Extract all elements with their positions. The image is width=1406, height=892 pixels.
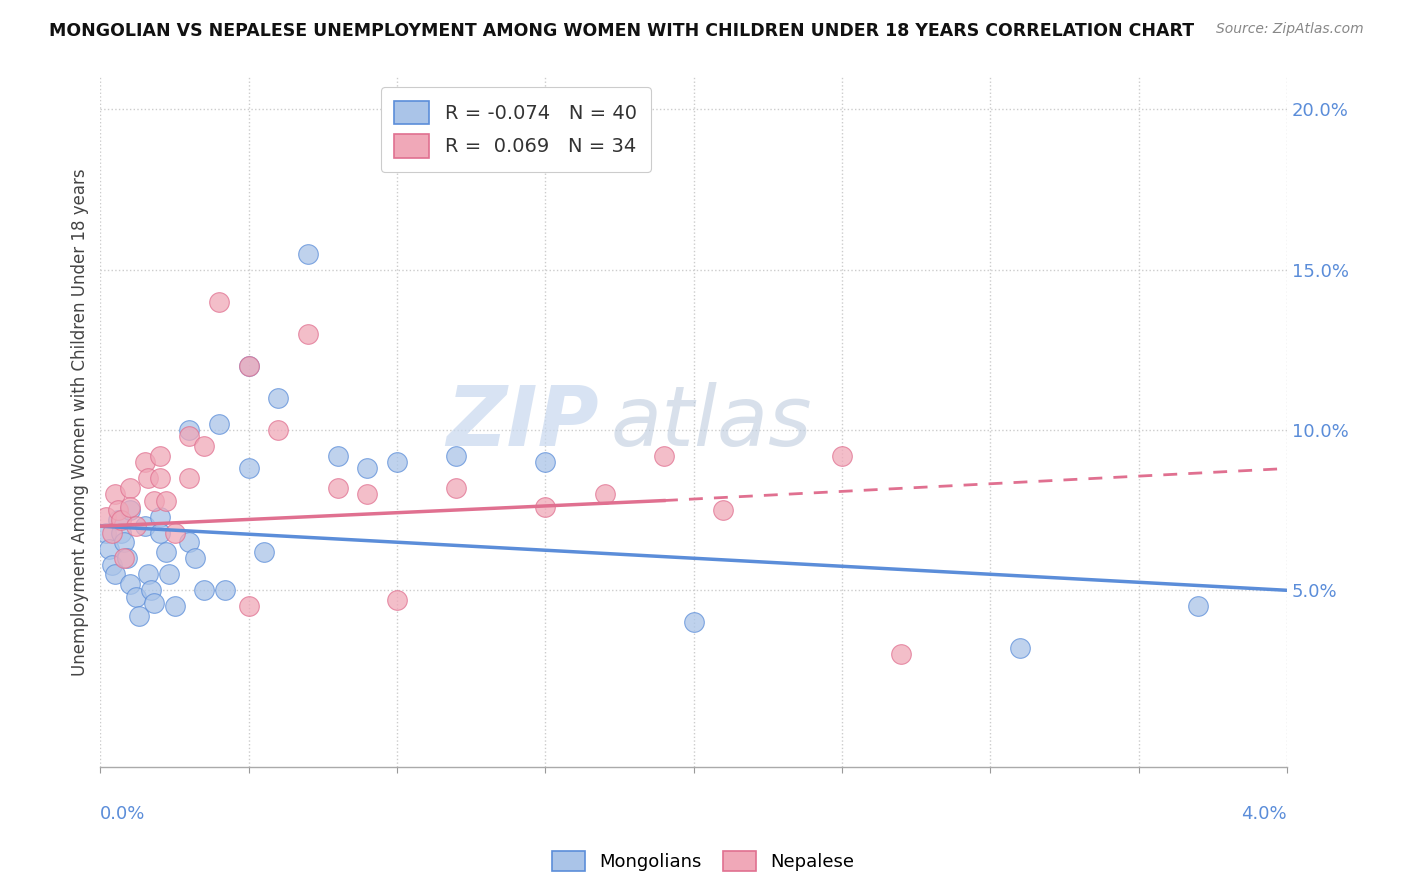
Point [107, 513, 129, 527]
Point [128, 609, 150, 624]
Point [193, 583, 215, 598]
Point [179, 423, 201, 437]
Point [252, 545, 274, 559]
Point [136, 567, 159, 582]
Point [149, 525, 172, 540]
Point [446, 481, 468, 495]
Point [267, 423, 290, 437]
Point [101, 525, 124, 540]
Legend: R = -0.074   N = 40, R =  0.069   N = 34: R = -0.074 N = 40, R = 0.069 N = 34 [381, 87, 651, 171]
Point [356, 461, 378, 475]
Point [238, 359, 260, 373]
Point [155, 493, 177, 508]
Point [179, 429, 201, 443]
Point [208, 294, 231, 309]
Point [110, 513, 132, 527]
Legend: Mongolians, Nepalese: Mongolians, Nepalese [544, 844, 862, 879]
Point [297, 246, 319, 260]
Point [96, 525, 118, 540]
Point [118, 500, 141, 514]
Point [534, 455, 557, 469]
Point [326, 481, 349, 495]
Point [134, 519, 156, 533]
Point [149, 449, 172, 463]
Point [385, 455, 408, 469]
Point [890, 648, 912, 662]
Point [112, 535, 135, 549]
Point [297, 326, 319, 341]
Point [193, 439, 215, 453]
Point [214, 583, 236, 598]
Point [96, 509, 118, 524]
Point [208, 417, 231, 431]
Point [238, 599, 260, 614]
Point [184, 551, 207, 566]
Point [118, 481, 141, 495]
Point [104, 487, 127, 501]
Point [682, 615, 704, 630]
Point [238, 359, 260, 373]
Point [1008, 640, 1031, 655]
Point [534, 500, 557, 514]
Text: atlas: atlas [610, 382, 813, 463]
Text: 0.0%: 0.0% [100, 805, 146, 823]
Point [155, 545, 177, 559]
Text: Source: ZipAtlas.com: Source: ZipAtlas.com [1216, 22, 1364, 37]
Point [125, 590, 148, 604]
Point [179, 535, 201, 549]
Text: MONGOLIAN VS NEPALESE UNEMPLOYMENT AMONG WOMEN WITH CHILDREN UNDER 18 YEARS CORR: MONGOLIAN VS NEPALESE UNEMPLOYMENT AMONG… [49, 22, 1194, 40]
Point [101, 558, 124, 572]
Point [139, 583, 162, 598]
Point [356, 487, 378, 501]
Point [115, 551, 138, 566]
Point [142, 493, 165, 508]
Point [163, 525, 186, 540]
Point [831, 449, 853, 463]
Point [163, 599, 186, 614]
Point [267, 391, 290, 405]
Y-axis label: Unemployment Among Women with Children Under 18 years: Unemployment Among Women with Children U… [72, 169, 89, 676]
Text: 4.0%: 4.0% [1241, 805, 1286, 823]
Point [118, 577, 141, 591]
Point [1187, 599, 1209, 614]
Point [104, 567, 127, 582]
Point [136, 471, 159, 485]
Point [112, 551, 135, 566]
Point [593, 487, 616, 501]
Point [238, 461, 260, 475]
Point [149, 471, 172, 485]
Point [711, 503, 734, 517]
Point [118, 503, 141, 517]
Point [125, 519, 148, 533]
Point [157, 567, 180, 582]
Point [98, 541, 121, 556]
Point [446, 449, 468, 463]
Text: ZIP: ZIP [446, 382, 599, 463]
Point [179, 471, 201, 485]
Point [149, 509, 172, 524]
Point [142, 596, 165, 610]
Point [385, 593, 408, 607]
Point [110, 525, 132, 540]
Point [652, 449, 675, 463]
Point [134, 455, 156, 469]
Point [107, 503, 129, 517]
Point [326, 449, 349, 463]
